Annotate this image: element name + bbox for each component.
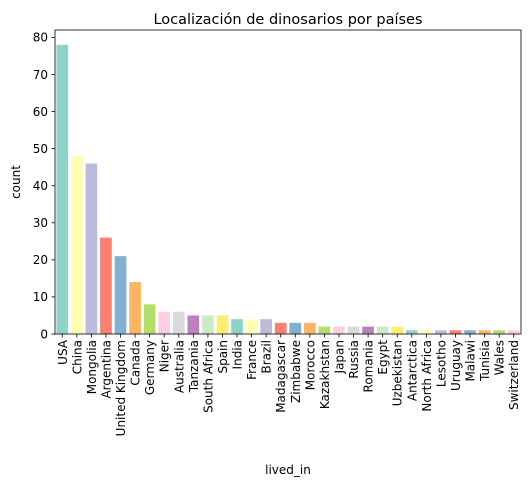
x-tick-label: USA [56, 339, 70, 365]
bar-japan [333, 326, 345, 334]
x-tick-label: Lesotho [434, 340, 448, 387]
bar-north-africa [420, 330, 433, 334]
bar-france [245, 319, 258, 334]
plot-frame [54, 29, 522, 335]
bar-usa [56, 44, 69, 334]
x-tick-label: Uruguay [449, 340, 463, 391]
bar-china [71, 156, 83, 334]
y-tick-label: 60 [33, 105, 48, 119]
x-tick-label: Niger [158, 340, 172, 372]
x-tick-label: Malawi [464, 340, 478, 382]
bar-brazil [260, 319, 272, 334]
bar-kazakhstan [318, 326, 331, 334]
bars-group [56, 44, 520, 334]
x-axis: USA China Mongolia Argentina United Kingdom C… [56, 334, 521, 436]
y-tick-label: 50 [33, 142, 48, 156]
bar-south-africa [202, 315, 214, 334]
y-axis-title: count [9, 165, 23, 199]
x-tick-label: Tunisia [478, 340, 492, 382]
x-tick-label: Brazil [260, 340, 274, 374]
x-tick-label: Switzerland [507, 340, 521, 410]
x-tick-label: Germany [143, 340, 157, 395]
bar-spain [216, 315, 229, 334]
x-tick-label: Spain [216, 340, 230, 374]
x-tick-label: South Africa [201, 340, 215, 413]
x-tick-label: Romania [362, 340, 376, 392]
x-tick-label: Wales [493, 340, 507, 375]
bar-romania [362, 326, 374, 334]
bar-tunisia [478, 330, 491, 334]
x-tick-label: Canada [129, 340, 143, 386]
x-tick-label: Argentina [99, 340, 113, 399]
bar-united-kingdom [114, 256, 127, 334]
bar-tanzania [187, 315, 200, 334]
x-tick-label: Kazakhstan [318, 340, 332, 409]
x-tick-label: France [245, 340, 259, 380]
y-tick-label: 80 [33, 31, 48, 45]
x-tick-label: China [70, 340, 84, 374]
y-axis: 0 10 20 30 40 50 60 70 80 [33, 31, 55, 341]
x-tick-label: Uzbekistan [391, 340, 405, 406]
y-tick-label: 0 [40, 327, 48, 341]
bar-zimbabwe [289, 322, 302, 334]
x-tick-label: United Kingdom [114, 340, 128, 436]
x-tick-label: Antarctica [405, 340, 419, 401]
bar-madagascar [274, 322, 287, 334]
x-tick-label: Madagascar [274, 340, 288, 413]
x-tick-label: Mongolia [85, 340, 99, 394]
bar-wales [493, 330, 505, 334]
y-tick-label: 10 [33, 290, 48, 304]
bar-mongolia [85, 163, 98, 334]
bar-canada [129, 282, 141, 334]
bar-uzbekistan [391, 326, 404, 334]
bar-malawi [464, 330, 476, 334]
bar-argentina [100, 237, 112, 334]
bar-antarctica [405, 330, 418, 334]
x-tick-label: North Africa [420, 340, 434, 412]
bar-egypt [376, 326, 389, 334]
y-tick-label: 40 [33, 179, 48, 193]
x-tick-label: India [231, 340, 245, 369]
y-tick-label: 30 [33, 216, 48, 230]
chart-title: Localización de dinosarios por países [153, 12, 422, 28]
x-tick-label: Zimbabwe [289, 340, 303, 403]
x-tick-label: Japan [332, 340, 346, 374]
x-tick-label: Egypt [376, 340, 390, 375]
bar-india [231, 319, 243, 334]
y-tick-label: 20 [33, 253, 48, 267]
bar-germany [143, 304, 156, 334]
bar-switzerland [507, 330, 520, 334]
bar-uruguay [449, 330, 462, 334]
bar-niger [158, 311, 171, 334]
y-tick-label: 70 [33, 68, 48, 82]
x-tick-label: Morocco [303, 340, 317, 390]
x-tick-label: Russia [347, 340, 361, 379]
bar-russia [347, 326, 360, 334]
x-axis-title: lived_in [265, 463, 311, 477]
bar-lesotho [435, 330, 447, 334]
bar-morocco [304, 322, 316, 334]
x-tick-label: Tanzania [187, 340, 201, 393]
x-tick-label: Australia [172, 340, 186, 393]
bar-australia [172, 311, 185, 334]
